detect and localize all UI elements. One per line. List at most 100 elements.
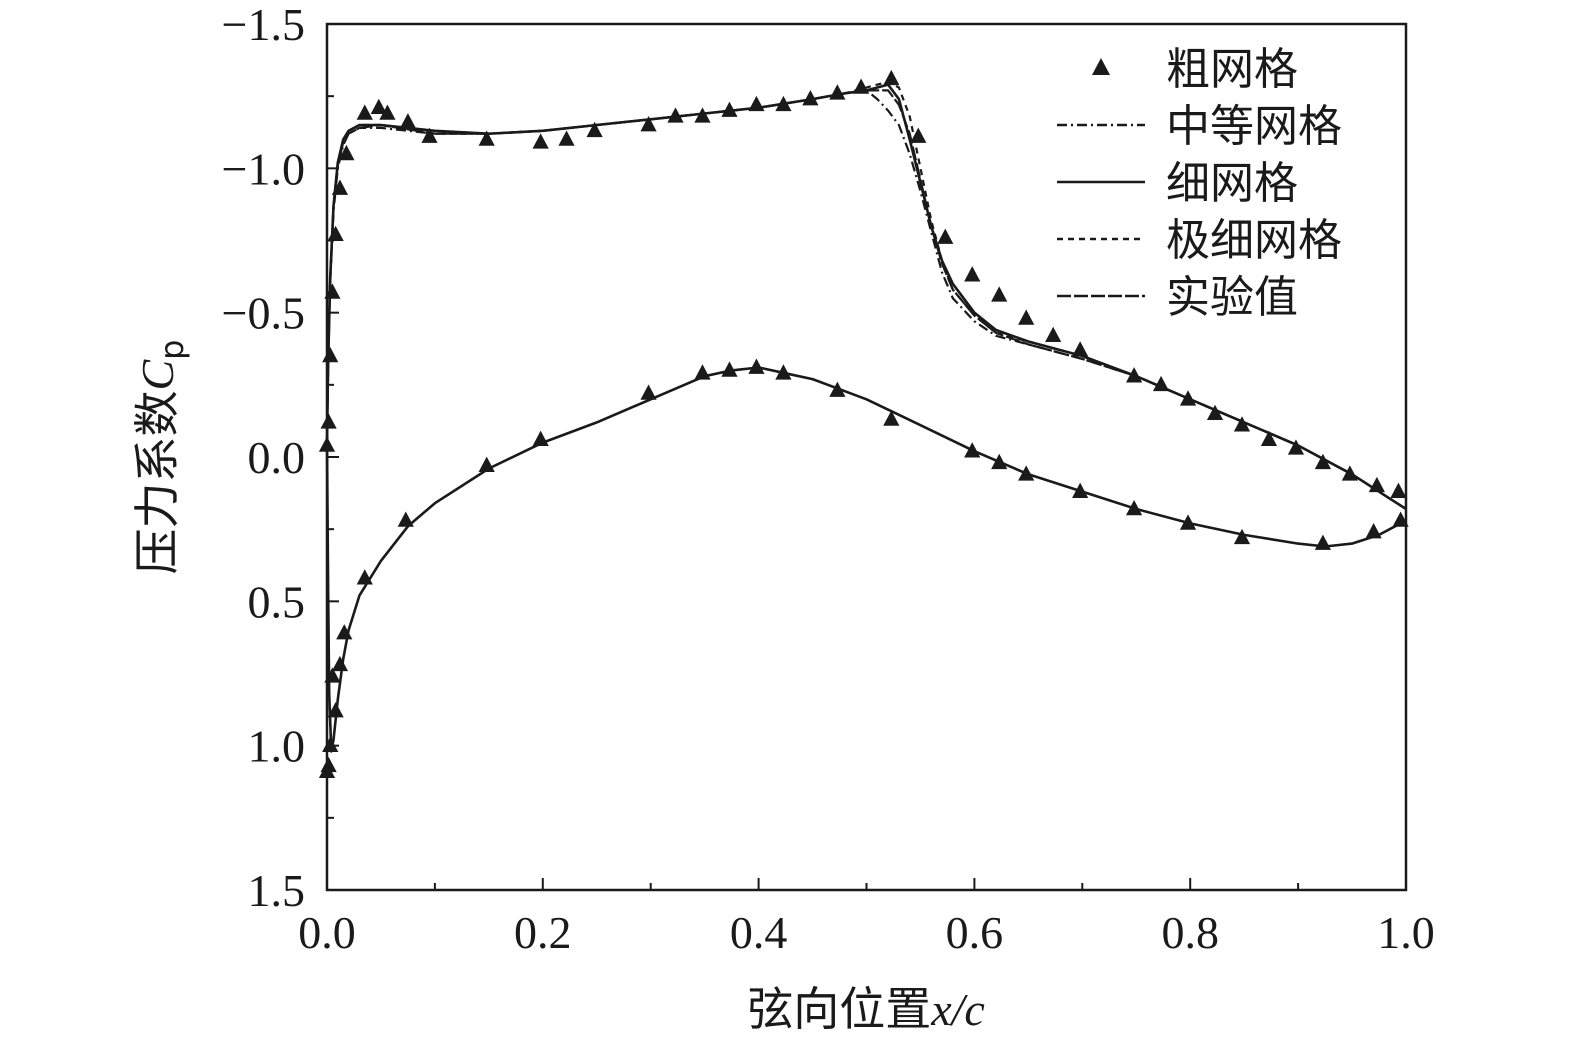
data-point-triangle bbox=[478, 456, 495, 472]
y-tick-label: −1.0 bbox=[222, 143, 305, 194]
y-tick-label: 1.5 bbox=[248, 865, 306, 916]
x-tick-label: 1.0 bbox=[1377, 907, 1435, 958]
data-point-triangle bbox=[331, 179, 349, 195]
x-axis-ticks: 0.0 0.2 0.4 0.6 0.8 1.0 bbox=[298, 878, 1435, 958]
y-tick-label: −1.5 bbox=[222, 0, 305, 50]
data-point-triangle bbox=[320, 413, 337, 429]
legend-label: 粗网格 bbox=[1166, 44, 1298, 95]
y-tick-label: 0.0 bbox=[248, 432, 306, 483]
data-point-triangle bbox=[1179, 514, 1197, 530]
data-point-triangle bbox=[1206, 404, 1224, 420]
data-point-triangle bbox=[910, 127, 927, 143]
x-tick-label: 0.0 bbox=[298, 907, 356, 958]
data-point-triangle bbox=[397, 511, 414, 527]
data-point-triangle bbox=[721, 101, 738, 117]
data-point-triangle bbox=[320, 756, 337, 773]
y-axis-title: 压力系数Cp bbox=[130, 340, 191, 575]
x-tick-label: 0.4 bbox=[730, 907, 788, 958]
data-point-triangle bbox=[324, 283, 341, 299]
data-point-triangle bbox=[1233, 416, 1251, 432]
y-tick-label: −0.5 bbox=[222, 288, 305, 339]
data-point-triangle bbox=[327, 702, 344, 718]
data-point-triangle bbox=[324, 667, 341, 683]
data-point-triangle bbox=[991, 286, 1008, 302]
legend-label: 细网格 bbox=[1166, 158, 1298, 209]
data-point-triangle bbox=[853, 78, 870, 94]
data-point-triangle bbox=[829, 84, 846, 100]
y-axis-title-subscript: p bbox=[153, 340, 191, 360]
data-point-triangle bbox=[1314, 453, 1332, 470]
data-point-triangle bbox=[478, 130, 495, 146]
data-point-triangle bbox=[356, 104, 373, 120]
x-axis-title-variable: x/c bbox=[930, 984, 985, 1035]
marker-layer bbox=[318, 69, 1409, 778]
data-point-triangle bbox=[1390, 482, 1407, 498]
data-point-triangle bbox=[1341, 465, 1358, 481]
data-point-triangle bbox=[1072, 482, 1089, 498]
legend-label: 极细网格 bbox=[1166, 215, 1342, 266]
data-point-triangle bbox=[399, 113, 417, 129]
x-axis-title-prefix: 弦向位置 bbox=[747, 982, 931, 1036]
data-point-triangle bbox=[586, 121, 603, 138]
data-point-triangle bbox=[721, 361, 738, 377]
data-point-triangle bbox=[883, 410, 900, 426]
y-axis-ticks: −1.5 −1.0 −0.5 0.0 0.5 1.0 1.5 bbox=[222, 0, 339, 916]
data-point-triangle bbox=[356, 569, 373, 585]
data-point-triangle bbox=[1365, 523, 1382, 539]
data-point-triangle bbox=[1152, 375, 1170, 392]
data-point-triangle bbox=[748, 95, 765, 112]
legend-label: 实验值 bbox=[1166, 272, 1298, 323]
data-point-triangle bbox=[937, 228, 954, 244]
data-point-triangle bbox=[1045, 326, 1062, 343]
data-point-triangle bbox=[1018, 309, 1035, 325]
data-point-triangle bbox=[1125, 499, 1143, 516]
data-point-triangle bbox=[1233, 528, 1251, 545]
data-point-triangle bbox=[748, 358, 765, 374]
data-point-triangle bbox=[694, 364, 711, 380]
data-point-triangle bbox=[532, 133, 549, 149]
data-point-triangle bbox=[1314, 534, 1332, 550]
data-point-triangle bbox=[1368, 476, 1385, 493]
data-point-triangle bbox=[964, 266, 981, 282]
legend-marker-triangle bbox=[1092, 58, 1110, 75]
data-point-triangle bbox=[694, 107, 711, 123]
data-point-triangle bbox=[370, 98, 387, 115]
x-tick-label: 0.2 bbox=[514, 907, 572, 958]
data-point-triangle bbox=[1392, 511, 1409, 527]
data-point-triangle bbox=[964, 442, 981, 458]
y-axis-title-prefix: 压力系数 bbox=[130, 391, 184, 575]
data-point-triangle bbox=[640, 384, 657, 400]
y-tick-label: 0.5 bbox=[248, 576, 306, 627]
legend-label: 中等网格 bbox=[1166, 101, 1342, 152]
data-point-triangle bbox=[802, 90, 819, 106]
data-point-triangle bbox=[558, 130, 575, 146]
data-point-triangle bbox=[883, 69, 900, 86]
data-point-triangle bbox=[1287, 439, 1305, 455]
x-axis-title: 弦向位置x/c bbox=[747, 982, 985, 1036]
data-point-triangle bbox=[1179, 390, 1197, 406]
data-point-triangle bbox=[640, 116, 657, 132]
data-point-triangle bbox=[421, 127, 438, 143]
data-point-triangle bbox=[1125, 367, 1143, 383]
data-point-triangle bbox=[829, 381, 846, 397]
data-point-triangle bbox=[991, 453, 1008, 470]
x-tick-label: 0.8 bbox=[1161, 907, 1219, 958]
data-point-triangle bbox=[532, 430, 549, 446]
data-point-triangle bbox=[331, 655, 349, 672]
data-point-triangle bbox=[1072, 341, 1089, 357]
data-point-triangle bbox=[338, 144, 355, 161]
y-tick-label: 1.0 bbox=[248, 721, 306, 772]
data-point-triangle bbox=[775, 95, 792, 112]
data-point-triangle bbox=[1018, 465, 1035, 481]
series-line-6 bbox=[325, 366, 1407, 753]
y-axis-title-variable: C bbox=[132, 359, 183, 391]
data-point-triangle bbox=[667, 107, 684, 123]
x-tick-label: 0.6 bbox=[946, 907, 1004, 958]
data-point-triangle bbox=[327, 225, 344, 242]
data-point-triangle bbox=[379, 104, 396, 120]
data-point-triangle bbox=[1260, 430, 1278, 446]
data-point-triangle bbox=[336, 624, 353, 640]
